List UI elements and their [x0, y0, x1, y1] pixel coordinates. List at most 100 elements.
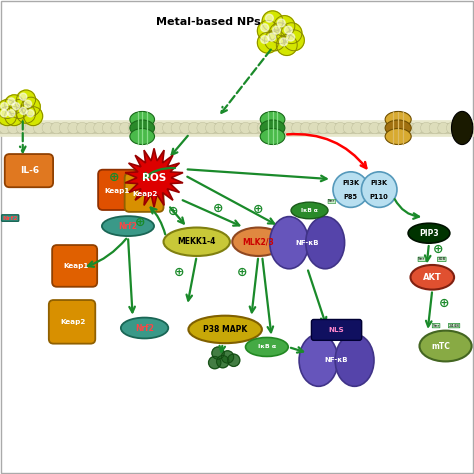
Circle shape [274, 16, 295, 36]
Text: ⊕: ⊕ [135, 216, 145, 229]
Circle shape [19, 93, 27, 100]
Ellipse shape [385, 111, 411, 128]
Circle shape [455, 122, 466, 134]
Circle shape [17, 104, 36, 123]
Text: P110: P110 [370, 194, 389, 200]
Circle shape [228, 354, 240, 366]
FancyBboxPatch shape [5, 154, 53, 187]
Circle shape [85, 122, 96, 134]
Text: Ser: Ser [328, 200, 336, 203]
FancyBboxPatch shape [311, 319, 362, 340]
Circle shape [24, 100, 32, 108]
Circle shape [360, 122, 372, 134]
Circle shape [9, 100, 28, 118]
Ellipse shape [270, 217, 309, 269]
Ellipse shape [246, 337, 288, 356]
Circle shape [0, 100, 17, 118]
Circle shape [27, 109, 34, 117]
Text: IL-6: IL-6 [20, 166, 39, 175]
Circle shape [0, 102, 8, 110]
Circle shape [281, 23, 302, 44]
Circle shape [412, 122, 423, 134]
Text: 308: 308 [438, 257, 446, 261]
Circle shape [180, 122, 191, 134]
Circle shape [266, 122, 277, 134]
Circle shape [59, 122, 71, 134]
Circle shape [447, 122, 458, 134]
Ellipse shape [188, 316, 262, 343]
Text: Ser: Ser [418, 257, 426, 261]
Circle shape [188, 122, 200, 134]
Circle shape [214, 122, 226, 134]
Circle shape [68, 122, 79, 134]
Text: 2448: 2448 [448, 324, 460, 328]
Ellipse shape [419, 331, 472, 361]
Ellipse shape [385, 120, 411, 136]
Circle shape [277, 19, 285, 27]
Circle shape [287, 33, 295, 41]
Circle shape [262, 11, 283, 32]
Circle shape [25, 122, 36, 134]
Circle shape [5, 107, 24, 126]
Text: Keap2: Keap2 [132, 191, 157, 197]
Circle shape [248, 122, 260, 134]
Circle shape [276, 35, 297, 55]
Ellipse shape [408, 223, 450, 243]
Circle shape [17, 90, 36, 109]
Ellipse shape [130, 128, 155, 145]
Circle shape [94, 122, 105, 134]
Circle shape [212, 347, 224, 359]
Text: AKT: AKT [423, 273, 442, 282]
Text: PI3K: PI3K [342, 181, 359, 186]
Ellipse shape [335, 334, 374, 386]
Circle shape [280, 38, 288, 46]
Circle shape [0, 107, 17, 126]
Circle shape [209, 356, 221, 369]
Circle shape [154, 122, 165, 134]
Text: ⊕: ⊕ [433, 243, 444, 256]
Circle shape [283, 30, 304, 51]
Circle shape [221, 351, 234, 363]
Text: Nrf2: Nrf2 [2, 216, 18, 220]
Text: ⊕: ⊕ [439, 297, 449, 310]
Circle shape [51, 122, 62, 134]
Ellipse shape [451, 111, 473, 145]
Circle shape [24, 107, 43, 126]
Text: ⊕: ⊕ [109, 171, 119, 184]
Circle shape [111, 122, 122, 134]
Circle shape [274, 122, 286, 134]
Ellipse shape [260, 128, 285, 145]
Circle shape [343, 122, 355, 134]
Circle shape [240, 122, 251, 134]
Text: ⊕: ⊕ [174, 266, 184, 279]
Circle shape [257, 122, 268, 134]
Circle shape [395, 122, 406, 134]
Text: PI3K: PI3K [371, 181, 388, 186]
Circle shape [261, 24, 269, 32]
Circle shape [464, 122, 474, 134]
Text: MEKK1-4: MEKK1-4 [178, 237, 216, 246]
Circle shape [273, 26, 281, 34]
Text: Keap1: Keap1 [105, 188, 130, 194]
FancyBboxPatch shape [98, 170, 137, 210]
Circle shape [5, 95, 24, 114]
Text: ⊕: ⊕ [213, 202, 223, 215]
Circle shape [269, 23, 290, 44]
Text: mTC: mTC [431, 342, 450, 350]
Ellipse shape [130, 111, 155, 128]
Polygon shape [125, 148, 183, 207]
Circle shape [420, 122, 432, 134]
Text: ⊕: ⊕ [168, 204, 178, 218]
Circle shape [19, 107, 27, 115]
Ellipse shape [362, 172, 397, 208]
Text: NLS: NLS [328, 327, 345, 333]
Circle shape [12, 102, 20, 110]
Circle shape [102, 122, 114, 134]
Circle shape [0, 109, 8, 117]
Circle shape [309, 122, 320, 134]
Text: ⊕: ⊕ [237, 266, 247, 279]
Circle shape [326, 122, 337, 134]
Circle shape [197, 122, 208, 134]
Ellipse shape [102, 216, 154, 236]
Text: IκB α: IκB α [258, 345, 276, 349]
